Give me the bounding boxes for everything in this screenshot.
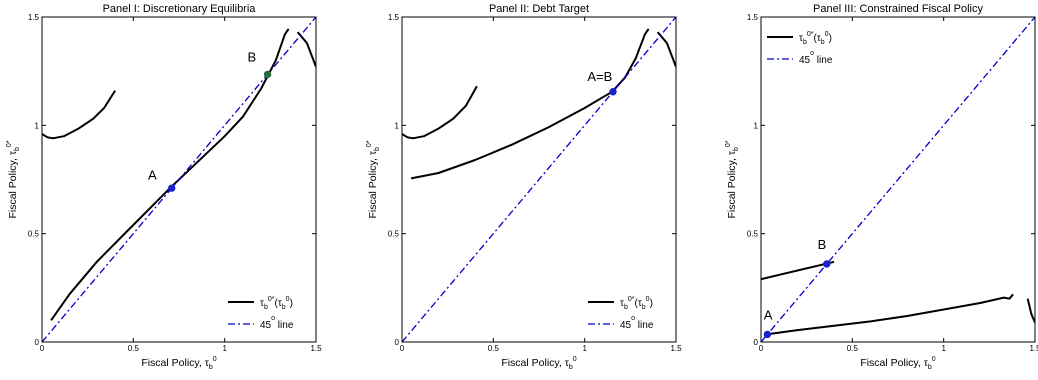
best-response-curve-segment <box>656 31 676 68</box>
x-tick-label: 0.5 <box>488 344 500 353</box>
x-tick-label: 1 <box>941 344 946 353</box>
x-tick-label: 0 <box>400 344 405 353</box>
y-tick-label: 1.5 <box>747 13 759 22</box>
x-axis-label: Fiscal Policy, τb0​ <box>860 356 935 371</box>
x-tick-label: 1.5 <box>310 344 322 353</box>
equilibrium-point-label: B <box>818 237 827 252</box>
y-tick-label: 0 <box>35 338 40 347</box>
equilibrium-point-label: B <box>248 49 257 64</box>
x-tick-label: 0.5 <box>847 344 859 353</box>
forty-five-degree-line-segment <box>761 17 1035 342</box>
axes-frame <box>401 16 677 343</box>
forty-five-degree-line-segment <box>42 17 316 342</box>
y-tick-label: 0.5 <box>28 230 40 239</box>
equilibrium-point-marker <box>167 184 176 192</box>
y-axis-label: Fiscal Policy, τb0*​ <box>6 140 21 218</box>
panel-1: Panel I: Discretionary Equilibria 0 0.5 1 1.… <box>6 3 322 371</box>
best-response-curve-segment <box>50 28 290 321</box>
legend: τb0*​(τb0​) 45o​ line <box>767 31 833 66</box>
best-response-curve-segment <box>296 31 316 68</box>
legend-entry: τb0*​(τb0​) <box>620 296 653 311</box>
x-tick-label: 1 <box>582 344 587 353</box>
legend-entry: 45o​ line <box>620 315 654 331</box>
y-tick-label: 0 <box>395 338 400 347</box>
y-tick-label: 1 <box>395 121 400 130</box>
y-tick-label: 0 <box>754 338 759 347</box>
best-response-curve-segment <box>42 90 116 140</box>
equilibrium-point-marker <box>763 330 772 339</box>
equilibrium-point-label: A=B <box>587 69 612 84</box>
axes-frame <box>760 16 1036 343</box>
y-tick-label: 0.5 <box>747 230 759 239</box>
equilibrium-point-marker <box>823 260 831 268</box>
legend: τb0*​(τb0​) 45o​ line <box>228 296 294 331</box>
legend-entry: τb0*​(τb0​) <box>260 296 293 311</box>
legend: τb0*​(τb0​) 45o​ line <box>588 296 654 331</box>
best-response-curve-segment <box>1026 298 1035 323</box>
y-axis-label: Fiscal Policy, τb0*​ <box>366 140 381 218</box>
equilibrium-point-marker <box>609 88 617 96</box>
equilibrium-point-marker <box>263 70 272 79</box>
y-tick-label: 0.5 <box>388 230 400 239</box>
x-axis-label: Fiscal Policy, τb0​ <box>141 356 216 371</box>
panel-3: Panel III: Constrained Fiscal Policy 0 0.5… <box>725 3 1038 371</box>
best-response-curve-segment <box>410 28 650 180</box>
x-tick-label: 1.5 <box>670 344 682 353</box>
y-tick-label: 1 <box>754 121 759 130</box>
y-tick-label: 1.5 <box>28 13 40 22</box>
axes-frame <box>41 16 317 343</box>
best-response-curve-segment <box>402 85 478 140</box>
x-tick-label: 1 <box>222 344 227 353</box>
y-axis-label: Fiscal Policy, τb0*​ <box>725 140 740 218</box>
equilibrium-point-label: A <box>764 307 773 322</box>
x-tick-label: 0 <box>759 344 764 353</box>
x-tick-label: 0.5 <box>128 344 140 353</box>
x-tick-label: 0 <box>40 344 45 353</box>
best-response-curve-segment <box>766 293 1014 336</box>
panel-title: Panel I: Discretionary Equilibria <box>103 3 257 15</box>
panel-title: Panel II: Debt Target <box>489 3 589 15</box>
legend-entry: τb0*​(τb0​) <box>799 31 832 46</box>
y-tick-label: 1 <box>35 121 40 130</box>
forty-five-degree-line-segment <box>402 17 676 342</box>
x-axis-label: Fiscal Policy, τb0​ <box>501 356 576 371</box>
legend-entry: 45o​ line <box>799 50 833 66</box>
legend-entry: 45o​ line <box>260 315 294 331</box>
panel-2: Panel II: Debt Target 0 0.5 1 1.5 0 0.5 1 1.5 Fis… <box>366 3 682 371</box>
equilibrium-point-label: A <box>148 168 157 183</box>
panel-title: Panel III: Constrained Fiscal Policy <box>813 3 983 15</box>
y-tick-label: 1.5 <box>388 13 400 22</box>
x-tick-label: 1.5 <box>1029 344 1038 353</box>
